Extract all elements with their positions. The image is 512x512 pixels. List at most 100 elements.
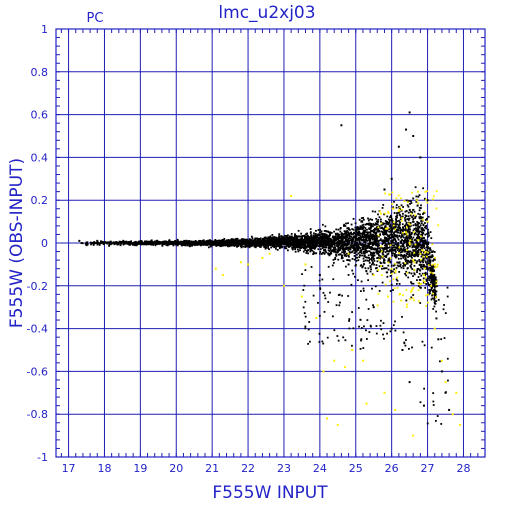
data-point-main [279,244,282,247]
data-point-main [437,338,440,341]
data-point-flagged [419,252,422,255]
data-point-main [417,251,420,254]
data-point-flagged [410,290,413,292]
data-point-main [345,248,347,251]
data-point-main [286,239,289,242]
data-point-main [427,277,429,280]
data-point-main [257,244,260,246]
data-point-main [385,244,388,247]
data-point-main [416,236,418,239]
data-point-main [319,242,322,245]
data-point-main [389,223,392,226]
data-point-main [402,247,405,250]
data-point-main [415,215,417,218]
data-point-main [418,244,421,247]
data-point-flagged [432,272,435,275]
data-point-main [396,234,399,237]
data-point-main [417,195,420,198]
data-point-main [391,235,394,238]
data-point-main [371,225,374,228]
data-point-main [408,234,411,237]
data-point-main [335,228,338,231]
data-point-main [306,242,309,245]
data-point-main [381,265,384,268]
data-point-main [407,240,410,242]
data-point-main [433,293,436,296]
data-point-main [326,243,329,245]
data-point-main [289,237,292,240]
data-point-main [375,267,378,269]
data-point-flagged [398,208,401,211]
data-point-main [337,294,340,296]
data-point-main [433,251,436,253]
data-point-main [416,204,419,207]
data-point-main [284,240,287,243]
data-point-main [293,239,295,242]
data-point-main [424,286,427,289]
data-point-main [277,239,280,242]
data-point-main [431,282,434,284]
data-point-main [327,246,330,249]
data-point-main [348,228,350,231]
data-point-main [409,214,412,217]
data-point-main [113,241,115,244]
data-point-main [287,240,290,243]
data-point-main [358,240,361,242]
data-point-main [350,246,353,249]
data-point-main [402,249,405,252]
data-point-main [420,222,423,225]
data-point-main [259,244,262,247]
data-point-main [423,247,426,250]
data-point-main [368,331,371,334]
data-point-main [422,261,424,264]
data-point-main [361,254,364,257]
data-point-flagged [372,274,375,277]
data-point-main [295,236,298,239]
data-point-main [161,244,164,247]
data-point-main [352,327,355,330]
data-point-main [357,234,360,237]
data-point-flagged [380,265,383,268]
data-point-main [408,261,411,263]
data-point-main [289,243,292,246]
data-point-main [381,231,384,233]
data-point-main [177,242,180,245]
data-point-main [228,239,231,242]
data-point-main [431,270,434,273]
data-point-main [236,239,239,241]
data-point-main [393,268,395,271]
data-point-main [227,239,230,242]
data-point-main [284,242,287,245]
data-point-flagged [398,252,400,255]
data-point-main [421,234,424,237]
data-point-main [109,242,112,245]
data-point-main [386,229,389,232]
data-point-main [137,240,140,243]
data-point-main [327,301,330,303]
data-point-flagged [414,214,417,217]
data-point-main [431,297,434,300]
data-point-flagged [422,255,425,258]
data-point-main [425,224,428,227]
data-point-main [250,235,253,238]
data-point-flagged [413,231,415,233]
data-point-flagged [391,203,394,205]
data-point-main [321,234,324,237]
data-point-main [395,234,397,237]
data-point-main [369,240,371,243]
data-point-main [307,342,310,345]
data-point-main [377,244,380,247]
data-point-main [429,277,432,280]
data-point-main [249,238,251,241]
data-point-flagged [387,211,390,213]
data-point-main [416,223,419,226]
data-point-main [192,243,195,246]
data-point-main [368,256,370,259]
data-point-flagged [392,224,395,227]
data-point-main [237,245,240,247]
data-point-main [364,231,367,233]
data-point-main [333,240,336,243]
data-point-main [376,225,378,228]
data-point-main [247,244,250,247]
data-point-flagged [406,233,408,236]
